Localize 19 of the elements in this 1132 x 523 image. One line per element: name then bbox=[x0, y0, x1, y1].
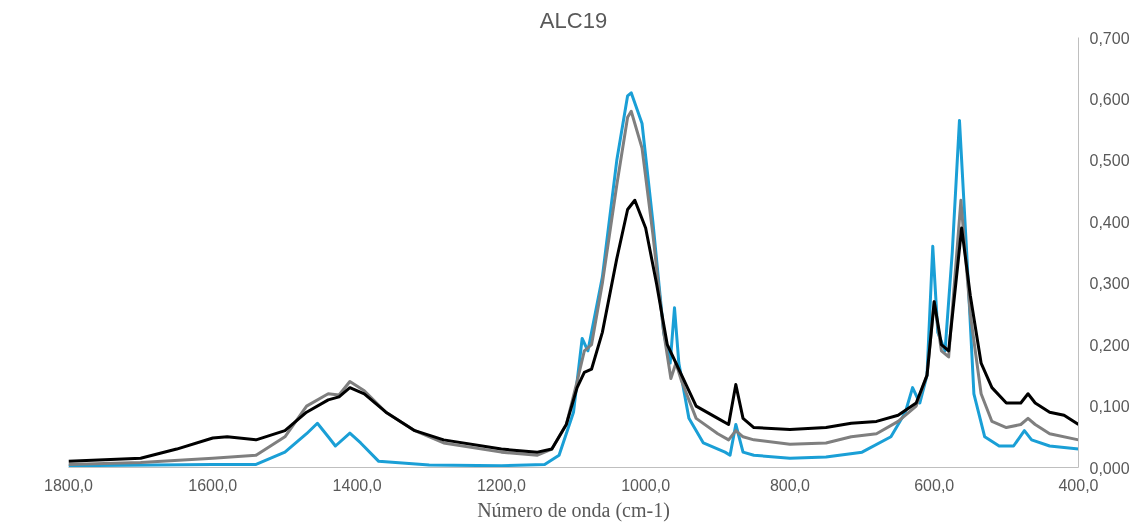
x-tick-label: 1400,0 bbox=[332, 476, 382, 494]
chart-title: ALC19 bbox=[539, 7, 608, 33]
y-tick-label: 0,100 bbox=[1089, 398, 1130, 416]
y-tick-label: 0,200 bbox=[1089, 336, 1130, 354]
x-tick-label: 1600,0 bbox=[188, 476, 238, 494]
x-tick-label: 1800,0 bbox=[44, 476, 94, 494]
y-tick-label: 0,400 bbox=[1089, 213, 1130, 231]
y-tick-label: 0,000 bbox=[1089, 459, 1130, 477]
x-tick-label: 1000,0 bbox=[621, 476, 671, 494]
line-series bbox=[68, 198, 1079, 463]
y-tick-label: 0,700 bbox=[1089, 29, 1130, 47]
y-tick-label: 0,600 bbox=[1089, 90, 1130, 108]
x-tick-label: 800,0 bbox=[769, 476, 811, 494]
y-tick-label: 0,500 bbox=[1089, 152, 1130, 170]
x-tick-label: 600,0 bbox=[914, 476, 955, 494]
y-tick-label: 0,300 bbox=[1089, 275, 1130, 293]
x-tick-label: 400,0 bbox=[1058, 476, 1099, 494]
x-axis-title: Número de onda (cm-1) bbox=[477, 498, 670, 522]
x-tick-label: 1200,0 bbox=[476, 476, 526, 494]
